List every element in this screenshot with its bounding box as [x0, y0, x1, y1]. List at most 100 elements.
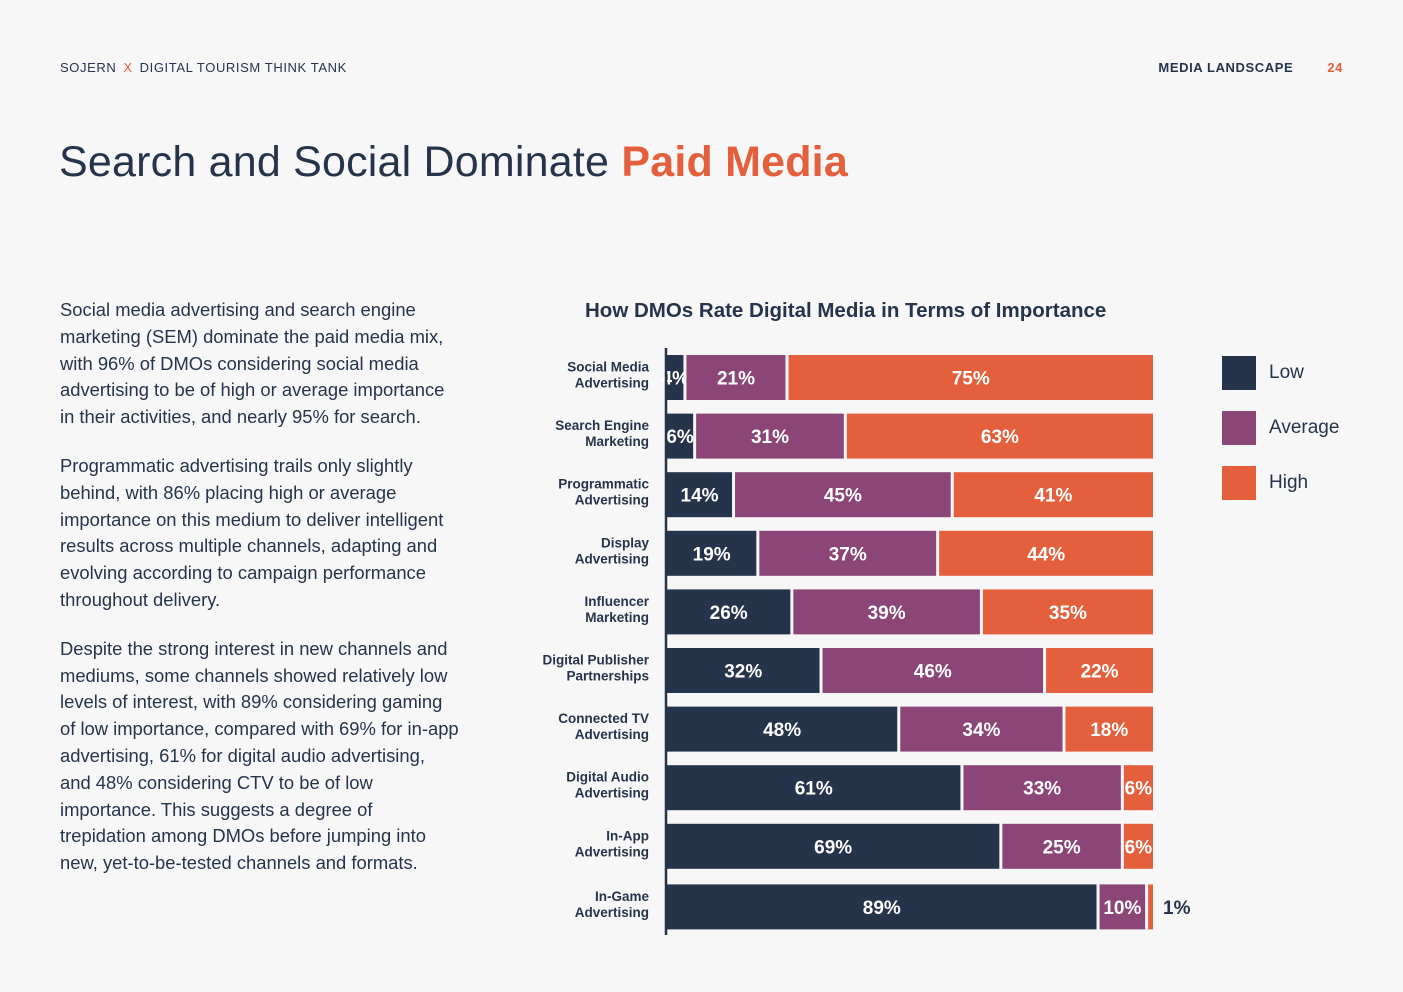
page-title: Search and Social Dominate Paid Media	[59, 138, 848, 187]
data-label-average: 10%	[1103, 898, 1141, 919]
data-label-high: 41%	[1034, 486, 1072, 507]
bar-segment-low	[667, 530, 757, 576]
bar-segment-low	[667, 823, 1000, 869]
data-label-high: 6%	[1125, 837, 1153, 858]
paragraph-social-search: Social media advertising and search engi…	[60, 299, 445, 428]
bar-segment-average	[900, 706, 1063, 752]
bar-segment-average	[1002, 823, 1121, 869]
data-label-low: 26%	[710, 603, 748, 624]
data-label-low: 61%	[795, 779, 833, 800]
data-label-low: 32%	[724, 662, 762, 683]
page-number: 24	[1327, 60, 1343, 75]
bar-segment-high	[1123, 823, 1153, 869]
legend-label-high: High	[1269, 472, 1309, 493]
category-label: Marketing	[585, 434, 649, 449]
data-label-average: 39%	[868, 603, 906, 624]
category-label: In-App	[606, 828, 649, 843]
brand-dttt: DIGITAL TOURISM THINK TANK	[139, 60, 347, 75]
bar-segment-high	[788, 355, 1153, 400]
category-label: Connected TV	[558, 711, 649, 726]
bar-segment-high	[1046, 648, 1153, 693]
data-label-low: 69%	[814, 837, 852, 858]
paragraph-new-channels: Despite the strong interest in new chann…	[60, 637, 459, 874]
legend-item-average: Average	[1222, 411, 1339, 445]
category-label: Advertising	[575, 727, 649, 742]
bar-segment-high	[1123, 765, 1153, 811]
bar-segment-low	[667, 413, 694, 459]
category-label: Advertising	[575, 376, 649, 391]
category-label: Social Media	[567, 360, 649, 375]
category-label: Advertising	[575, 905, 649, 920]
bar-segment-average	[793, 589, 980, 635]
category-label: Partnerships	[566, 669, 649, 684]
title-main: Search and Social Dominate	[59, 138, 622, 186]
bar-segment-average	[735, 472, 951, 518]
bar-segment-high	[982, 589, 1153, 635]
category-label: Marketing	[585, 610, 649, 625]
category-label: Digital Audio	[566, 770, 649, 785]
data-label-average: 45%	[824, 486, 862, 507]
bar-segment-low	[667, 648, 820, 693]
data-label-high: 18%	[1090, 720, 1128, 741]
bar-segment-average	[822, 648, 1044, 693]
legend-swatch-low	[1222, 356, 1256, 390]
bar-segment-average	[759, 530, 937, 576]
data-label-low: 48%	[763, 720, 801, 741]
bar-segment-average	[696, 413, 844, 459]
data-label-average: 34%	[962, 720, 1000, 741]
bar-segment-low	[667, 355, 684, 400]
bar-segment-low	[667, 706, 898, 752]
data-label-high: 6%	[1125, 779, 1153, 800]
section-label: MEDIA LANDSCAPE	[1158, 60, 1294, 75]
header-brand: SOJERN X DIGITAL TOURISM THINK TANK	[60, 60, 347, 75]
bar-segment-average	[1099, 884, 1146, 930]
data-label-average: 25%	[1043, 837, 1081, 858]
data-label-average: 46%	[914, 662, 952, 683]
data-label-low: 14%	[681, 486, 719, 507]
data-label-high: 22%	[1081, 662, 1119, 683]
bar-segment-high	[939, 530, 1153, 576]
bar-segment-high	[953, 472, 1153, 518]
bar-segment-high	[1065, 706, 1153, 752]
bar-segment-high	[846, 413, 1153, 459]
category-label: Search Engine	[555, 418, 649, 433]
data-label-high: 35%	[1049, 603, 1087, 624]
category-label: Advertising	[575, 844, 649, 859]
legend-item-low: Low	[1222, 356, 1339, 390]
bar-segment-average	[686, 355, 786, 400]
bar-segment-low	[667, 765, 961, 811]
chart-title: How DMOs Rate Digital Media in Terms of …	[585, 299, 1107, 322]
data-label-high: 75%	[952, 369, 990, 390]
category-label: Programmatic	[558, 477, 649, 492]
category-label: Digital Publisher	[542, 653, 649, 668]
data-label-low: 6%	[666, 427, 694, 448]
bar-segment-high	[1148, 884, 1153, 930]
brand-sojern: SOJERN	[60, 60, 117, 75]
category-label: Display	[601, 535, 650, 550]
legend-swatch-average	[1222, 411, 1256, 445]
header-section: MEDIA LANDSCAPE 24	[1158, 60, 1343, 75]
legend-label-low: Low	[1269, 362, 1304, 383]
legend-label-average: Average	[1269, 417, 1340, 438]
legend-item-high: High	[1222, 466, 1339, 500]
data-label-average: 31%	[751, 427, 789, 448]
bar-segment-low	[667, 589, 791, 635]
data-label-low: 19%	[693, 544, 731, 565]
paragraph-programmatic: Programmatic advertising trails only sli…	[60, 454, 444, 610]
data-label-low: 89%	[863, 898, 901, 919]
category-label: Advertising	[575, 493, 649, 508]
body-text: Social media advertising and search engi…	[60, 297, 460, 899]
data-label-high: 44%	[1027, 544, 1065, 565]
category-label: Advertising	[575, 551, 649, 566]
category-label: Influencer	[584, 594, 649, 609]
data-label-average: 33%	[1023, 779, 1061, 800]
title-accent: Paid Media	[621, 138, 848, 186]
data-label-high: 63%	[981, 427, 1019, 448]
category-label: Advertising	[575, 786, 649, 801]
brand-separator: X	[123, 60, 133, 75]
category-label: In-Game	[595, 889, 650, 904]
data-label-low: 4%	[661, 369, 689, 390]
data-label-average: 37%	[829, 544, 867, 565]
data-label-average: 21%	[717, 369, 755, 390]
